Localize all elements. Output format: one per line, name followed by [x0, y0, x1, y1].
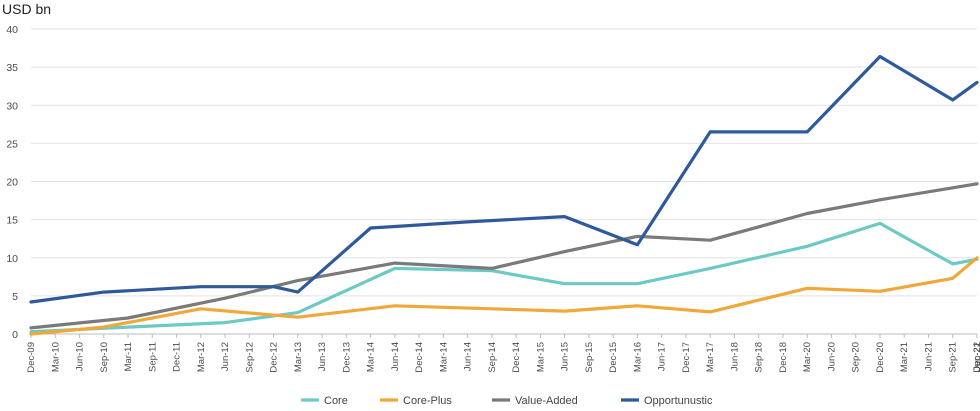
x-tick-label: Jun-12 [220, 342, 231, 371]
grid [31, 28, 977, 335]
series-line-opportunustic [29, 54, 979, 304]
x-tick-label: Dec-15 [608, 342, 619, 373]
legend-label: Core [324, 395, 348, 407]
x-tick-label: Mar-20 [802, 342, 813, 372]
y-tick-label: 10 [6, 253, 18, 265]
y-axis-title: USD bn [2, 1, 51, 17]
y-tick-label: 40 [6, 24, 18, 36]
x-tick-label: Jun-21 [923, 342, 934, 371]
y-tick-label: 0 [12, 329, 18, 341]
x-tick-label: Sep-21 [948, 342, 959, 373]
legend-label: Value-Added [515, 395, 578, 407]
x-tick-label: Mar-14 [366, 342, 377, 372]
y-tick-label: 15 [6, 215, 18, 227]
x-tick-label: Jun-10 [75, 342, 86, 371]
x-tick-label: Mar-12 [196, 342, 207, 372]
x-tick-label: Dec-17 [681, 342, 692, 373]
x-tick-label: Jun-14 [463, 342, 474, 371]
x-tick-label: Jun-14 [390, 342, 401, 371]
x-tick-label: Mar-17 [705, 342, 716, 372]
y-tick-label: 20 [6, 177, 18, 189]
x-tick-label: Sep-20 [851, 342, 862, 373]
x-tick-label: Sep-11 [147, 342, 158, 372]
x-tick-label: Sep-14 [487, 342, 498, 373]
x-tick-label: Mar-15 [535, 342, 546, 372]
x-tick-label: Jun-17 [657, 342, 668, 371]
x-tick-label: Sep-10 [99, 342, 110, 373]
x-tick-label: Mar-13 [293, 342, 304, 372]
x-tick-label: Dec-21 [972, 342, 980, 373]
series-line-value-added [29, 182, 979, 330]
x-tick-label: Jun-13 [317, 342, 328, 371]
axes: 0 5 10 15 20 25 30 35 40 USD bn Dec-09 Mar-10 Jun-10… [2, 1, 980, 373]
y-tick-label: 35 [6, 62, 18, 74]
x-tick-label: Dec-20 [875, 342, 886, 373]
legend-label: Opportunustic [644, 395, 713, 407]
x-tick-label: Jun-22 [972, 342, 980, 371]
x-tick-label: Dec-13 [341, 342, 352, 373]
series [29, 54, 979, 336]
x-tick-label: Dec-14 [414, 342, 425, 373]
x-tick-label: Mar-16 [632, 342, 643, 372]
x-tick-label: Jun-18 [729, 342, 740, 371]
x-tick-label: Mar-21 [899, 342, 910, 372]
series-line-core [29, 221, 979, 334]
y-tick-label: 30 [6, 100, 18, 112]
x-tick-label: Mar-11 [123, 342, 134, 371]
x-tick-label: Dec-11 [172, 342, 183, 372]
x-tick-label: Mar-10 [50, 342, 61, 372]
x-tick-label: Dec-14 [511, 342, 522, 373]
series-line-core-plus [29, 256, 979, 336]
y-tick-label: 5 [12, 291, 18, 303]
x-tick-label: Dec-12 [269, 342, 280, 373]
x-tick-label: Jun-20 [826, 342, 837, 371]
legend: Core Core-Plus Value-Added Opportunustic [301, 395, 713, 407]
x-tick-label: Dec-09 [26, 342, 37, 373]
legend-label: Core-Plus [403, 395, 452, 407]
x-tick-label: Dec-18 [778, 342, 789, 373]
x-tick-label: Sep-18 [754, 342, 765, 373]
x-tick-label: Sep-15 [584, 342, 595, 373]
y-tick-label: 25 [6, 138, 18, 150]
x-tick-label: Mar-14 [438, 342, 449, 372]
x-tick-label: Sep-12 [244, 342, 255, 373]
x-tick-label: Jun-15 [560, 342, 571, 371]
